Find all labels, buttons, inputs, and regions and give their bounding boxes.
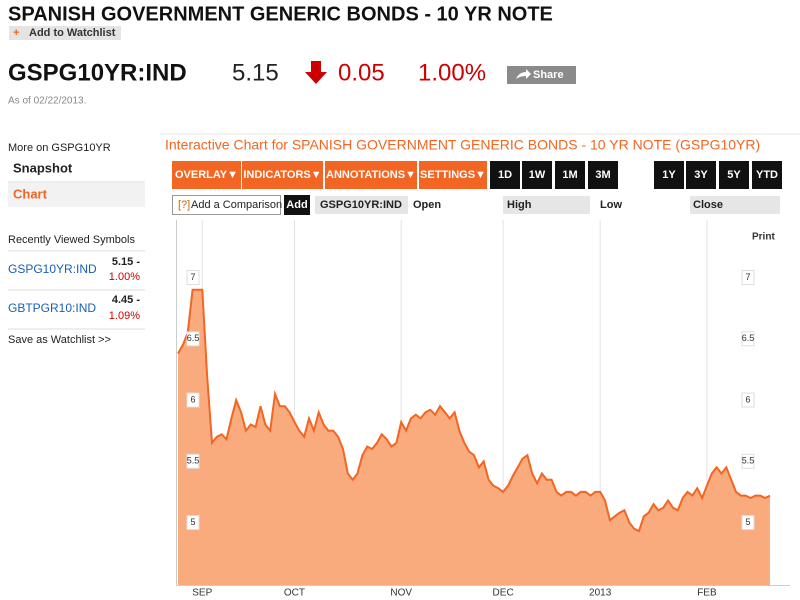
y-tick-label: 5.5 xyxy=(187,456,200,466)
share-icon xyxy=(516,69,531,79)
menu-label: SETTINGS▼ xyxy=(420,169,486,181)
field: GSPG10YR:IND xyxy=(320,199,402,211)
x-tick-label: NOV xyxy=(390,588,412,599)
recent-change: 1.00% xyxy=(109,271,140,283)
help-icon: [?] xyxy=(178,199,190,211)
x-tick-label: FEB xyxy=(697,588,717,599)
y-tick-label: 6.5 xyxy=(742,333,755,343)
share-label: Share xyxy=(533,69,564,81)
range-label: 1Y xyxy=(662,169,676,181)
field-bg xyxy=(503,196,590,214)
x-tick-label: OCT xyxy=(284,588,305,599)
add-label: Add xyxy=(286,199,307,211)
more-on: More on GSPG10YR xyxy=(8,142,111,154)
y-tick-label: 6 xyxy=(190,394,195,404)
y-tick-label: 5 xyxy=(190,517,195,527)
nav-link[interactable]: Snapshot xyxy=(13,160,73,175)
print-link[interactable]: Print xyxy=(752,232,775,243)
x-tick-label: DEC xyxy=(493,588,514,599)
range-button[interactable] xyxy=(719,161,749,189)
range-label: 3Y xyxy=(694,169,708,181)
menu-button[interactable] xyxy=(172,161,241,189)
y-tick-box xyxy=(741,270,755,286)
recent-symbol[interactable]: GSPG10YR:IND xyxy=(8,262,97,276)
page-title: SPANISH GOVERNMENT GENERIC BONDS - 10 YR… xyxy=(8,3,553,25)
menu-label: ANNOTATIONS▼ xyxy=(326,169,416,181)
save-watchlist[interactable]: Save as Watchlist >> xyxy=(8,334,111,346)
chart-title: Interactive Chart for SPANISH GOVERNMENT… xyxy=(165,137,760,153)
menu-label: OVERLAY▼ xyxy=(175,169,238,181)
recent-price: 4.45 - xyxy=(112,294,140,306)
field: High xyxy=(507,199,532,211)
range-button[interactable] xyxy=(686,161,716,189)
y-tick-label: 7 xyxy=(190,272,195,282)
range-label: 1W xyxy=(529,169,546,181)
range-button[interactable] xyxy=(654,161,684,189)
recent-price: 5.15 - xyxy=(112,256,140,268)
as-of: As of 02/22/2013. xyxy=(8,96,86,107)
range-label: YTD xyxy=(756,169,778,181)
range-label: 6M xyxy=(628,169,643,181)
range-label: 3M xyxy=(595,169,610,181)
menu-button[interactable] xyxy=(325,161,417,189)
field: Low xyxy=(600,199,622,211)
menu-button[interactable] xyxy=(419,161,487,189)
watchlist-button[interactable] xyxy=(9,26,121,40)
y-tick-box xyxy=(186,392,200,408)
range-button[interactable] xyxy=(522,161,552,189)
change: 0.05 xyxy=(338,59,385,86)
menu-button[interactable] xyxy=(242,161,323,189)
down-arrow xyxy=(305,61,327,84)
recent-change: 1.09% xyxy=(109,310,140,322)
range-label: 1D xyxy=(498,169,512,181)
compare-label: Add a Comparison xyxy=(191,199,282,211)
y-tick-box xyxy=(741,515,755,531)
y-tick-box xyxy=(741,453,755,469)
range-label: 1M xyxy=(562,169,577,181)
recent-title: Recently Viewed Symbols xyxy=(8,234,135,246)
recent-symbol[interactable]: GBTPGR10:IND xyxy=(8,301,96,315)
y-tick-box xyxy=(186,331,200,347)
y-tick-label: 7 xyxy=(745,272,750,282)
field-bg xyxy=(315,196,408,214)
menu-label: INDICATORS▼ xyxy=(243,169,321,181)
y-tick-label: 6 xyxy=(745,394,750,404)
change-pct: 1.00% xyxy=(418,59,486,86)
plus-icon: + xyxy=(13,27,19,39)
compare-input[interactable] xyxy=(172,195,281,215)
range-button[interactable] xyxy=(588,161,618,189)
y-tick-box xyxy=(186,453,200,469)
watchlist-label: Add to Watchlist xyxy=(29,27,116,39)
range-button[interactable] xyxy=(555,161,585,189)
symbol: GSPG10YR:IND xyxy=(8,59,187,86)
y-tick-box xyxy=(186,515,200,531)
y-tick-label: 6.5 xyxy=(187,333,200,343)
add-button[interactable] xyxy=(284,195,310,215)
y-tick-box xyxy=(186,270,200,286)
x-tick-label: SEP xyxy=(192,588,212,599)
field-bg xyxy=(690,196,780,214)
range-label: 5Y xyxy=(727,169,741,181)
y-tick-box xyxy=(741,331,755,347)
share-button[interactable] xyxy=(507,66,576,84)
range-button[interactable] xyxy=(752,161,782,189)
y-tick-label: 5 xyxy=(745,517,750,527)
y-tick-label: 5.5 xyxy=(742,456,755,466)
line xyxy=(177,288,771,533)
price: 5.15 xyxy=(232,59,279,86)
x-tick-label: 2013 xyxy=(589,588,612,599)
range-button[interactable] xyxy=(621,161,651,189)
field: Close xyxy=(693,199,723,211)
nav-link[interactable]: Chart xyxy=(13,186,48,201)
range-button[interactable] xyxy=(490,161,520,189)
area xyxy=(178,289,770,585)
y-tick-box xyxy=(741,392,755,408)
field: Open xyxy=(413,199,441,211)
nav-active-bg xyxy=(8,183,145,207)
